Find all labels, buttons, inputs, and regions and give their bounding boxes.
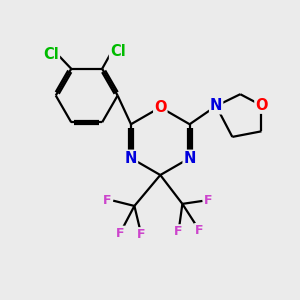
Text: N: N <box>125 151 137 166</box>
Text: F: F <box>195 224 203 237</box>
Text: O: O <box>255 98 268 113</box>
Text: F: F <box>204 194 212 207</box>
Text: F: F <box>174 225 182 238</box>
Text: F: F <box>116 226 124 239</box>
Text: O: O <box>154 100 167 115</box>
Text: N: N <box>183 151 196 166</box>
Text: F: F <box>103 194 112 207</box>
Text: N: N <box>210 98 222 113</box>
Text: Cl: Cl <box>43 46 59 62</box>
Text: F: F <box>137 228 146 241</box>
Text: Cl: Cl <box>110 44 126 59</box>
